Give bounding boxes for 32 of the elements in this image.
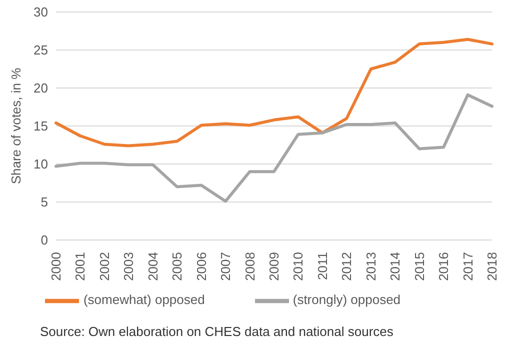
x-tick-label: 2011 xyxy=(314,252,330,280)
x-tick-label: 2000 xyxy=(48,252,64,281)
y-tick-label: 25 xyxy=(34,42,48,58)
source-note: Source: Own elaboration on CHES data and national sources xyxy=(40,324,394,339)
x-tick-label: 2008 xyxy=(242,252,258,281)
x-tick-label: 2012 xyxy=(339,252,354,281)
x-tick-label: 2007 xyxy=(218,252,234,281)
x-tick-label: 2010 xyxy=(290,252,306,281)
x-tick-label: 2002 xyxy=(96,252,112,281)
line-series xyxy=(54,38,494,148)
y-tick-label: 10 xyxy=(34,156,48,172)
x-tick-label: 2016 xyxy=(436,252,452,281)
x-tick-label: 2015 xyxy=(412,252,427,281)
x-tick-label: 2003 xyxy=(121,252,136,281)
x-tick-label: 2013 xyxy=(363,252,378,281)
y-tick-label: 0 xyxy=(40,232,48,248)
y-axis-title: Share of votes, in % xyxy=(8,67,24,184)
x-tick-label: 2001 xyxy=(72,252,88,281)
x-tick-label: 2018 xyxy=(484,252,500,281)
x-tick-label: 2009 xyxy=(266,252,282,281)
x-tick-label: 2017 xyxy=(460,252,476,281)
legend-label: (strongly) opposed xyxy=(292,292,401,308)
y-tick-label: 5 xyxy=(40,194,48,210)
x-tick-label: 2004 xyxy=(145,252,160,281)
y-tick-label: 20 xyxy=(34,80,48,96)
legend-label: (somewhat) opposed xyxy=(83,292,205,308)
y-tick-label: 15 xyxy=(34,118,48,134)
line-series xyxy=(54,93,494,203)
y-tick-label: 30 xyxy=(34,4,48,20)
x-tick-label: 2014 xyxy=(388,252,403,281)
x-tick-label: 2005 xyxy=(170,252,185,281)
x-tick-label: 2006 xyxy=(194,252,209,281)
